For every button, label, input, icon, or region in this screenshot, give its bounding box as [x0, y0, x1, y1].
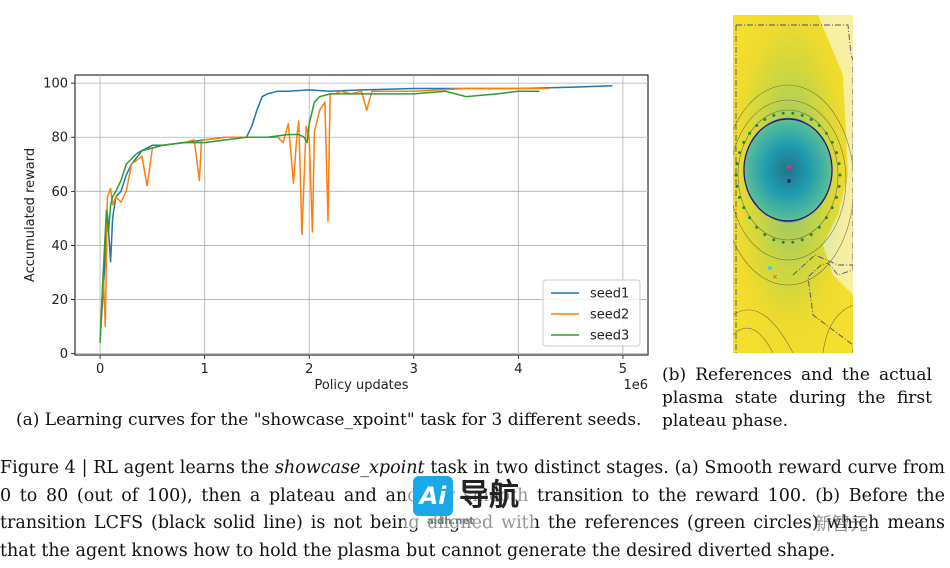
figure-caption-label: Figure 4 | RL agent learns the	[0, 458, 275, 478]
figure-caption-task-name: showcase_xpoint	[274, 458, 425, 478]
reference-point	[837, 184, 841, 188]
panel-a-caption: (a) Learning curves for the "showcase_xp…	[16, 410, 642, 430]
reference-point	[763, 118, 767, 121]
reference-point	[738, 195, 741, 199]
xpoint-cross-marker: ×	[772, 273, 778, 281]
lcfs-contour	[743, 118, 833, 222]
reference-point	[830, 140, 834, 144]
reference-point	[837, 162, 841, 166]
reference-point	[817, 225, 821, 229]
legend-label-seed2: seed2	[590, 308, 629, 323]
plot-frame	[74, 74, 649, 356]
watermark-title: 导航	[459, 478, 519, 513]
reference-point	[742, 206, 746, 210]
panel-b-caption: (b) References and the actual plasma sta…	[662, 365, 932, 431]
y-tick-label: 0	[60, 347, 68, 362]
reference-point	[824, 131, 828, 135]
reference-point	[772, 238, 776, 242]
plasma-core	[745, 120, 831, 220]
legend-label-seed3: seed3	[590, 329, 629, 344]
legend-box	[542, 279, 641, 347]
y-tick-label: 60	[51, 185, 68, 200]
xpoint-reference-marker	[768, 266, 772, 270]
reference-point	[835, 151, 838, 155]
reference-point	[817, 124, 821, 127]
reference-point	[742, 140, 746, 144]
legend-label-seed1: seed1	[590, 287, 629, 302]
reference-point	[835, 195, 838, 199]
y-tick-label: 80	[51, 131, 68, 146]
watermark: Ai 导航 aidh.net	[405, 476, 535, 528]
reference-point	[772, 113, 776, 117]
watermark-logo: Ai	[413, 476, 453, 516]
reference-point	[809, 233, 813, 237]
reference-point	[791, 240, 795, 244]
y-tick-label: 20	[51, 293, 68, 308]
magnetic-axis-marker	[786, 164, 792, 170]
y-tick-label: 40	[51, 239, 68, 254]
reference-point	[800, 113, 804, 117]
reference-point	[763, 233, 767, 237]
reference-points	[734, 111, 842, 244]
y-tick-label: 100	[43, 77, 68, 92]
reference-point	[755, 124, 759, 127]
grid-lines	[75, 75, 648, 355]
reference-point	[748, 216, 752, 220]
series-line-seed3	[99, 90, 540, 343]
vessel-wall	[735, 24, 853, 353]
y-axis-label: Accumulated reward	[23, 148, 38, 282]
reference-point	[791, 111, 795, 115]
x-tick-label: 2	[305, 362, 313, 377]
x-axis-multiplier: 1e6	[623, 378, 648, 393]
x-tick-label: 5	[619, 362, 627, 377]
reference-point	[734, 173, 738, 177]
series-line-seed2	[99, 87, 550, 341]
x-tick-label: 3	[410, 362, 418, 377]
reference-point	[781, 240, 785, 244]
axis-reference-marker	[787, 179, 791, 183]
x-axis-label: Policy updates	[314, 378, 408, 393]
reference-point	[809, 118, 813, 121]
reference-point	[781, 111, 785, 115]
legend: seed1 seed2 seed3	[542, 279, 641, 347]
learning-curve-chart: 0 1 2 3 4 5 0 20 40 60 80 100 Policy updates Accumu…	[23, 74, 649, 393]
x-tick-label: 4	[514, 362, 522, 377]
reference-point	[800, 238, 804, 242]
x-tick-label: 1	[201, 362, 209, 377]
reference-point	[830, 206, 834, 210]
series-line-seed1	[99, 85, 613, 341]
plasma-state-image: ×	[733, 15, 853, 353]
watermark-subtitle: aidh.net	[427, 516, 474, 527]
reference-point	[755, 225, 759, 229]
reference-point	[824, 216, 828, 220]
corner-watermark: 新智元	[814, 514, 868, 535]
divertor-wall	[792, 254, 853, 276]
x-tick-label: 0	[96, 362, 104, 377]
series-lines	[99, 85, 613, 343]
reference-point	[838, 173, 842, 177]
reference-point	[738, 151, 741, 155]
reference-point	[748, 131, 752, 135]
tick-labels: 0 1 2 3 4 5 0 20 40 60 80 100	[43, 77, 627, 377]
